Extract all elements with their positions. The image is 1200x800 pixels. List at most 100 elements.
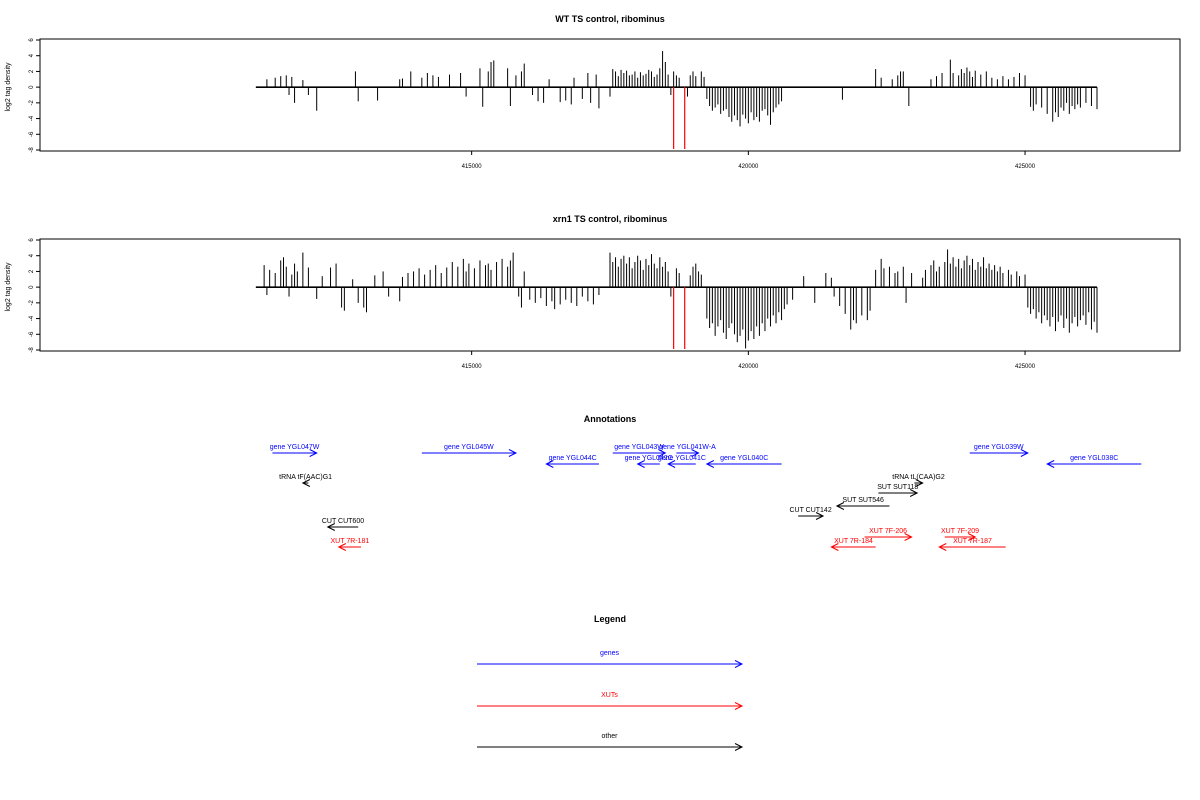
feature-arrowhead [938,543,947,551]
legend-arrowhead [734,702,744,710]
y-tick-label: -2 [29,300,35,306]
x-tick-label: 415000 [462,164,483,170]
feature-arrowhead [835,502,845,510]
wt-track-markers [673,87,686,149]
feature-arrowhead [309,449,318,457]
y-tick-label: -6 [29,131,35,137]
annotation-feature: gene YGL040C [705,455,782,468]
xrn1-track-frame [39,238,1181,352]
wt-track-title: WT TS control, ribominus [555,14,665,24]
legend-panel: Legend genes XUTs other [477,614,744,751]
annotation-feature: tRNA tL(CAA)G2 [892,474,945,487]
annotation-feature: gene YGL047W [270,444,320,457]
annotation-feature: gene YGL041W-A [659,444,716,457]
x-tick-label: 425000 [1015,164,1036,170]
legend-label: genes [600,650,620,657]
annotation-feature: CUT CUT600 [322,518,364,531]
feature-label: SUT SUT546 [842,497,884,504]
legend-entry: genes [477,650,744,668]
xrn1-track-y-axis: -8 -6 -4 -2 0 2 4 6 [29,238,40,353]
annotation-feature: tRNA tF(AAC)G1 [279,474,332,487]
annotation-feature: gene YGL044C [545,455,599,468]
y-tick-label: -8 [29,147,35,153]
feature-arrowhead [968,533,977,541]
wt-track-panel: WT TS control, ribominus log2 tag densit… [5,14,1181,170]
feature-label: gene YGL042C [625,455,673,462]
x-tick-label: 420000 [738,364,759,370]
legend-label: XUTs [601,692,618,699]
y-tick-label: 4 [29,253,35,257]
y-tick-label: -4 [29,315,35,321]
y-tick-label: -6 [29,331,35,337]
xrn1-track-markers [673,287,686,349]
feature-arrowhead [705,460,715,468]
legend-arrowhead [734,743,744,751]
annotation-feature: gene YGL039W [969,444,1029,457]
feature-arrowhead [830,543,839,551]
annotation-feature: gene YGL042C [625,455,673,468]
annotation-features: gene YGL047W gene YGL045W gene YGL044C gene… [270,444,1142,551]
y-tick-label: 0 [29,285,35,289]
feature-label: gene YGL044C [549,455,597,462]
legend-entry: XUTs [477,692,744,710]
annotation-feature: CUT CUT142 [789,507,832,520]
annotation-feature: XUT 7R-181 [331,538,370,551]
annotation-feature: XUT 7F-206 [864,528,913,541]
feature-label: gene YGL039W [974,444,1024,451]
feature-arrowhead [904,533,913,541]
feature-arrowhead [508,449,518,457]
feature-arrowhead [691,449,700,457]
feature-arrowhead [666,460,676,468]
annotation-feature: SUT SUT118 [877,484,918,497]
feature-label: gene YGL043W [614,444,664,451]
feature-arrowhead [909,489,919,497]
y-tick-label: 0 [29,85,35,89]
feature-arrowhead [658,449,667,457]
feature-arrowhead [326,523,335,531]
x-tick-label: 425000 [1015,364,1036,370]
feature-arrowhead [545,460,554,468]
annotation-feature: gene YGL043W [612,444,667,457]
feature-label: XUT 7R-187 [953,538,992,545]
annotation-feature: gene YGL045W [421,444,518,457]
x-tick-label: 415000 [462,364,483,370]
y-tick-label: -4 [29,115,35,121]
wt-track-y-axis: -8 -6 -4 -2 0 2 4 6 [29,38,40,153]
annotation-feature: gene YGL038C [1046,455,1142,468]
xrn1-track-panel: xrn1 TS control, ribominus log2 tag dens… [5,214,1181,370]
y-tick-label: 6 [29,238,35,242]
wt-track-bars [255,51,1098,127]
feature-label: tRNA tL(CAA)G2 [892,474,945,481]
y-tick-label: 6 [29,38,35,42]
y-tick-label: -8 [29,347,35,353]
wt-track-x-axis: 415000 420000 425000 [462,151,1036,170]
feature-arrowhead [1020,449,1029,457]
feature-label: SUT SUT118 [877,484,918,491]
feature-label: XUT 7R-181 [331,538,370,545]
xrn1-track-bars [255,249,1098,349]
legend-entries: genes XUTs other [477,650,744,751]
feature-label: CUT CUT142 [789,507,831,514]
x-tick-label: 420000 [738,164,759,170]
y-tick-label: 4 [29,53,35,57]
feature-label: XUT 7R-184 [834,538,873,545]
feature-arrowhead [815,512,825,520]
legend-title: Legend [594,614,626,624]
xrn1-track-ylabel: log2 tag density [5,262,12,312]
feature-arrowhead [1046,460,1055,468]
y-tick-label: -2 [29,100,35,106]
annotation-feature: XUT 7F-209 [941,528,979,541]
annotations-panel: Annotations gene YGL047W gene YGL045Wgene… [270,414,1142,551]
feature-arrowhead [915,479,924,487]
feature-label: gene YGL040C [720,455,768,462]
feature-label: gene YGL045W [444,444,494,451]
y-tick-label: 2 [29,269,35,273]
annotation-feature: SUT SUT546 [835,497,890,510]
wt-track-frame [39,38,1181,152]
y-tick-label: 2 [29,69,35,73]
feature-arrowhead [301,479,311,487]
feature-arrowhead [337,543,347,551]
feature-arrowhead [636,460,645,468]
feature-label: XUT 7F-209 [941,528,979,535]
feature-label: tRNA tF(AAC)G1 [279,474,332,481]
